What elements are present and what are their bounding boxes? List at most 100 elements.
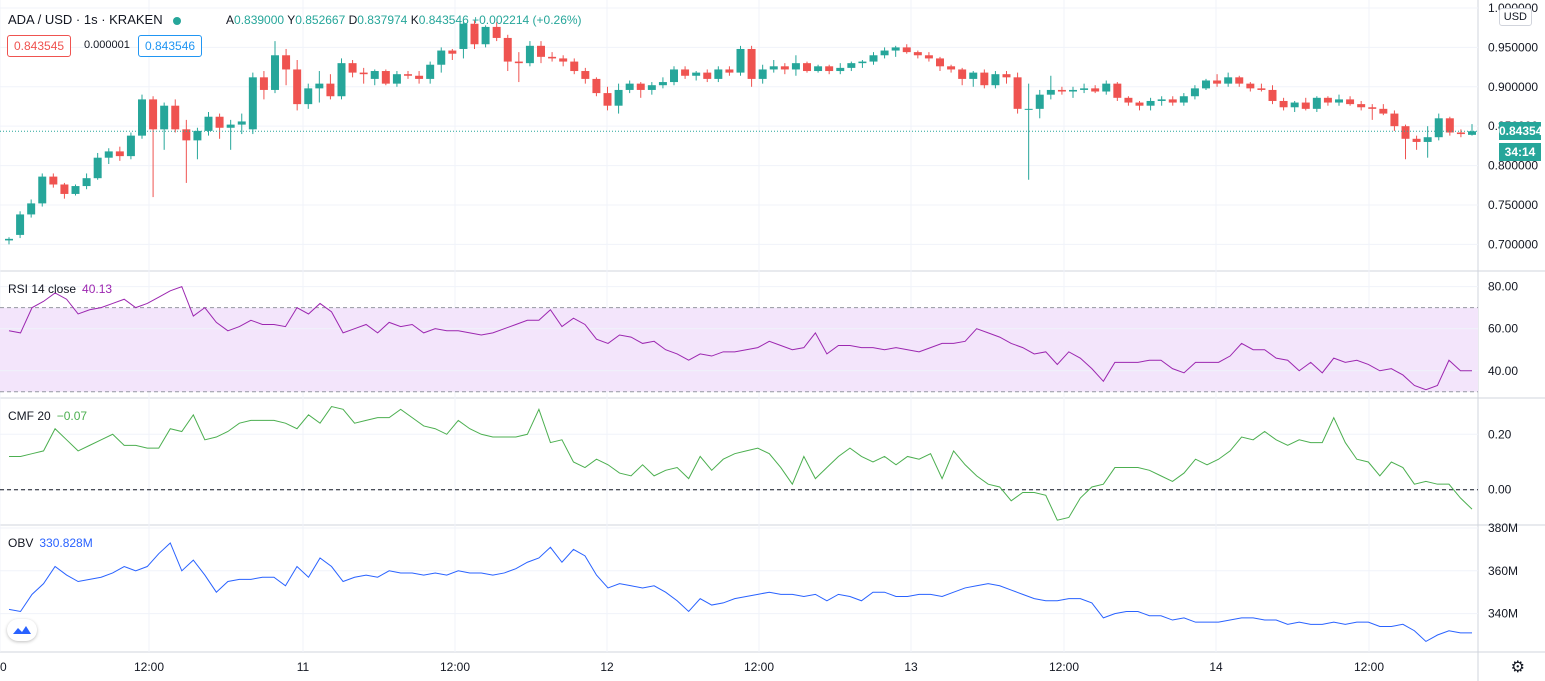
candle-body [138, 99, 146, 136]
candle-body [171, 105, 180, 130]
candle-body [1224, 77, 1233, 84]
candle-body [1301, 102, 1310, 109]
candle-body [725, 69, 734, 73]
candle-body [936, 58, 944, 67]
rsi-legend[interactable]: RSI 14 close 40.13 [8, 282, 113, 296]
candle-body [1102, 83, 1111, 92]
obv-value: 330.828M [39, 536, 93, 550]
currency-button[interactable]: USD [1498, 8, 1532, 26]
candle-body [38, 176, 47, 204]
candle-body [404, 74, 412, 76]
candle-body [459, 23, 468, 49]
candle-body [448, 50, 457, 54]
candle-body [1190, 88, 1199, 97]
candle-body [1113, 83, 1122, 98]
candle-body [670, 69, 678, 83]
candle-body [1312, 97, 1321, 109]
time-axis-label: 12:00 [744, 660, 774, 674]
candle-body [681, 69, 690, 76]
candle-body [115, 151, 124, 157]
candle-body [947, 66, 956, 70]
candle-body [1157, 99, 1166, 101]
cmf-legend[interactable]: CMF 20 −0.07 [8, 409, 88, 423]
candle-body [426, 64, 435, 79]
candle-body [226, 124, 235, 128]
candle-body [769, 66, 778, 70]
candle-body [392, 74, 401, 84]
time-axis-label: 13 [904, 660, 918, 674]
candle-body [27, 203, 36, 215]
candle-body [337, 63, 346, 97]
candle-body [470, 23, 479, 45]
candle-body [149, 99, 158, 130]
candle-body [415, 75, 424, 79]
candle-body [1346, 99, 1355, 105]
price-axis-label: 0.750000 [1488, 198, 1538, 212]
time-axis-label: 14 [1209, 660, 1223, 674]
cmf-value: −0.07 [56, 409, 88, 423]
candle-body [1368, 107, 1377, 109]
candle-body [1401, 126, 1410, 139]
candle-body [780, 66, 789, 70]
rsi-band [0, 307, 1478, 392]
candle-body [836, 67, 845, 72]
last-price-tag: 0.843546 [1499, 122, 1545, 141]
bar-countdown-tag: 34:14 [1499, 143, 1541, 162]
candle-body [1434, 118, 1443, 138]
candle-body [1379, 108, 1388, 114]
candle-body [1456, 132, 1465, 135]
obv-legend[interactable]: OBV 330.828M [8, 536, 93, 550]
candle-body [703, 72, 712, 79]
candle-body [259, 77, 268, 90]
candle-body [658, 82, 667, 86]
candle-body [1168, 99, 1177, 103]
candle-body [1390, 113, 1399, 127]
candle-body [1024, 108, 1033, 110]
candle-body [625, 83, 634, 90]
candle-body [481, 26, 490, 45]
candle-body [1468, 131, 1476, 135]
tradingview-logo[interactable] [7, 619, 37, 641]
spread-value: 0.000001 [84, 39, 130, 51]
price-axis-label: 0.700000 [1488, 237, 1538, 251]
obv-axis-label: 360M [1488, 564, 1518, 578]
candle-body [293, 69, 302, 105]
candle-body [1002, 74, 1011, 78]
candle-body [1257, 88, 1266, 90]
candle-body [160, 105, 169, 130]
market-status-icon [172, 16, 181, 25]
cmf-axis-label: 0.20 [1488, 427, 1512, 441]
change-value: +0.002214 (+0.26%) [472, 13, 582, 27]
candle-body [869, 55, 878, 62]
candle-body [614, 89, 623, 106]
candle-body [182, 129, 191, 141]
candle-body [16, 214, 25, 235]
candle-body [1279, 100, 1288, 108]
candle-body [647, 85, 656, 90]
buy-button[interactable]: 0.843546 [138, 35, 203, 57]
candle-body [969, 72, 978, 79]
candle-body [537, 45, 545, 57]
candle-body [326, 83, 335, 97]
candle-body [437, 50, 446, 65]
symbol-title[interactable]: ADA / USD · 1s · KRAKEN [8, 12, 181, 27]
candle-body [193, 130, 202, 141]
sell-button[interactable]: 0.843545 [7, 35, 72, 57]
candle-body [803, 63, 811, 72]
rsi-value: 40.13 [82, 282, 113, 296]
gear-icon[interactable]: ⚙ [1510, 659, 1525, 676]
time-axis-label: 10 [0, 660, 7, 674]
rsi-axis-label: 40.00 [1488, 364, 1518, 378]
candle-body [548, 56, 557, 59]
candle-body [1323, 97, 1332, 103]
time-axis-label: 12:00 [440, 660, 470, 674]
candle-body [1013, 77, 1022, 109]
time-axis-label: 11 [297, 660, 310, 674]
candle-body [370, 71, 379, 79]
candle-body [791, 63, 800, 70]
candle-body [204, 116, 213, 131]
candle-body [891, 47, 900, 51]
obv-axis-label: 340M [1488, 607, 1518, 621]
rsi-axis-label: 80.00 [1488, 280, 1518, 294]
candle-body [913, 52, 922, 56]
